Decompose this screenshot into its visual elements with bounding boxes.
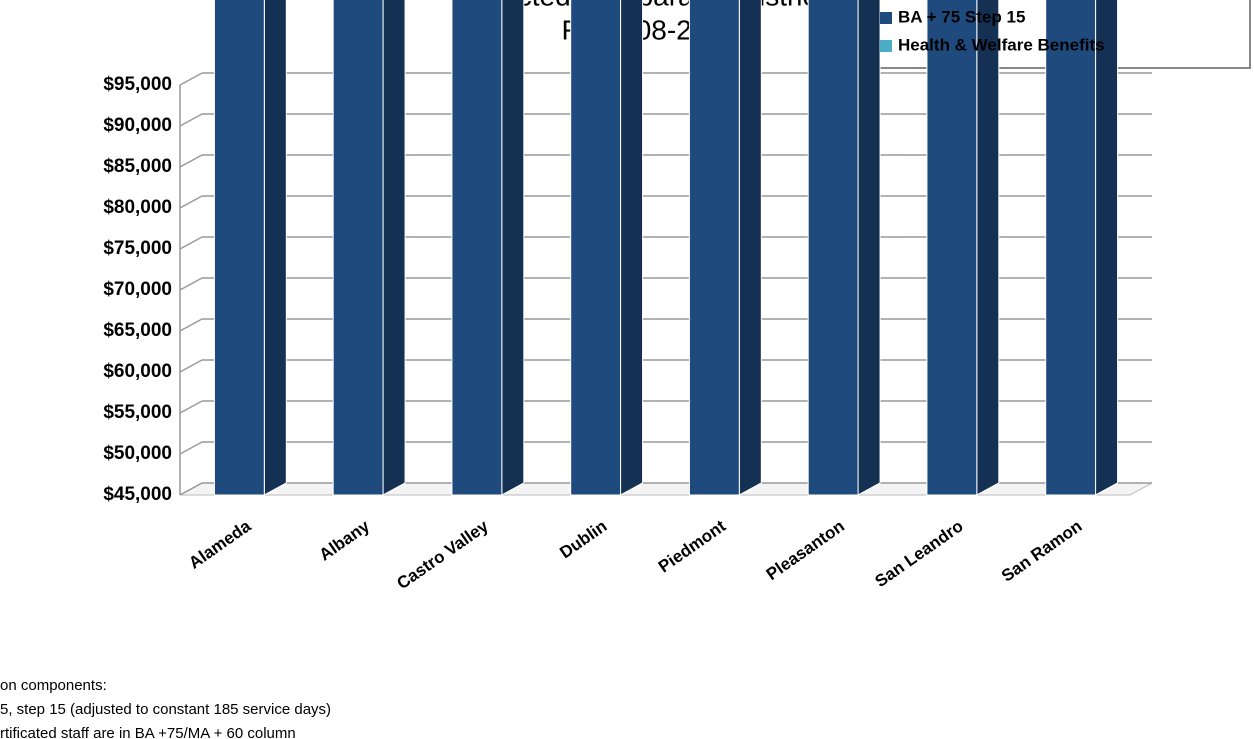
bar: [1045, 0, 1097, 496]
grid-line: [179, 195, 203, 209]
bar: [570, 0, 622, 496]
legend-swatch: [880, 40, 892, 52]
bar-side: [976, 0, 1000, 496]
x-tick-label: San Ramon: [998, 516, 1086, 585]
bar: [213, 0, 265, 496]
bar-side: [738, 0, 762, 496]
bar-side: [857, 0, 881, 496]
bar-side: [1095, 0, 1119, 496]
y-tick-label: $65,000: [103, 320, 172, 341]
grid-line: [179, 113, 203, 127]
y-tick-label: $85,000: [103, 156, 172, 177]
bar: [332, 0, 384, 496]
bar-side: [382, 0, 406, 496]
bar-side: [620, 0, 644, 496]
grid-line: [179, 236, 203, 250]
grid-line: [179, 400, 203, 414]
legend-label: BA + 75 Step 15: [898, 7, 1025, 26]
x-tick-label: Pleasanton: [763, 516, 848, 584]
x-tick-label: Alameda: [185, 516, 254, 573]
x-tick-label: Dublin: [556, 516, 610, 562]
y-tick-label: $80,000: [103, 197, 172, 218]
y-tick-label: $75,000: [103, 238, 172, 259]
bar: [451, 0, 503, 496]
grid-line: [179, 277, 203, 291]
grid-line: [179, 154, 203, 168]
chart-title: Selected Comparable Districts: [462, 0, 839, 11]
bar-side: [263, 0, 287, 496]
bar-side: [501, 0, 525, 496]
legend-label: Health & Welfare Benefits: [898, 35, 1105, 54]
grid-line: [179, 72, 203, 86]
y-tick-label: $60,000: [103, 361, 172, 382]
y-tick-label: $90,000: [103, 115, 172, 136]
bar: [926, 0, 978, 496]
grid-line: [179, 482, 203, 496]
bar: [807, 0, 859, 496]
floor: [179, 482, 1153, 496]
bar: [688, 0, 740, 496]
x-tick-label: Castro Valley: [393, 516, 492, 593]
note: on components:: [0, 677, 107, 694]
y-tick-label: $50,000: [103, 443, 172, 464]
grid-line: [179, 359, 203, 373]
x-tick-label: San Leandro: [871, 516, 966, 591]
grid-line: [179, 318, 203, 332]
x-tick-label: Piedmont: [655, 516, 730, 576]
y-tick-label: $70,000: [103, 279, 172, 300]
x-tick-label: Albany: [316, 516, 374, 564]
note: rtificated staff are in BA +75/MA + 60 c…: [0, 725, 296, 739]
note: 5, step 15 (adjusted to constant 185 ser…: [0, 701, 331, 718]
y-tick-label: $95,000: [103, 74, 172, 95]
legend-swatch: [880, 12, 892, 24]
grid-line: [179, 441, 203, 455]
y-tick-label: $45,000: [103, 484, 172, 505]
y-tick-label: $55,000: [103, 402, 172, 423]
